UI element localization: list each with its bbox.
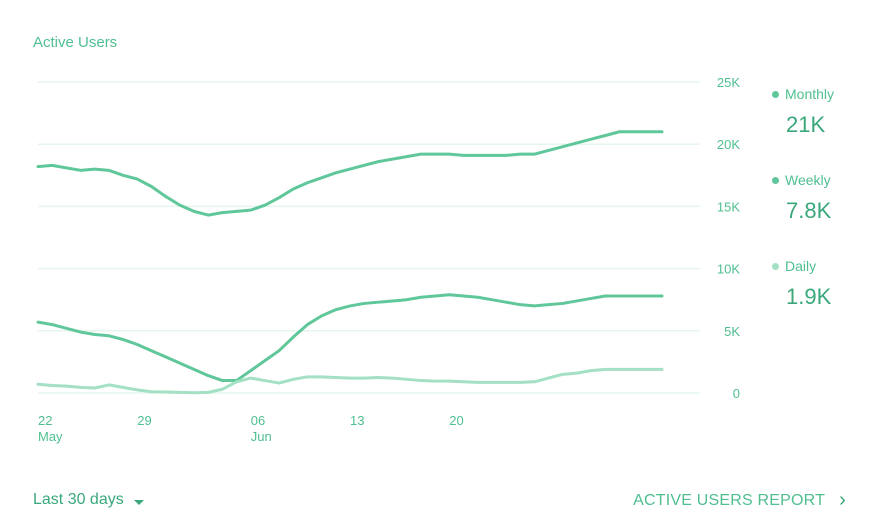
legend-item-weekly[interactable]: Weekly 7.8K xyxy=(772,172,872,258)
legend-label-weekly: Weekly xyxy=(785,172,831,188)
report-link-label: ACTIVE USERS REPORT xyxy=(633,491,826,509)
series-line-daily xyxy=(36,367,664,395)
y-tick-label: 15K xyxy=(717,199,740,214)
series-line-monthly xyxy=(36,130,664,217)
legend-dot-icon xyxy=(772,176,779,184)
y-tick-label: 25K xyxy=(717,75,740,90)
y-tick-label: 20K xyxy=(717,137,740,152)
y-tick-label: 0 xyxy=(733,386,740,401)
x-tick-label: 22 xyxy=(38,413,52,428)
legend-item-monthly[interactable]: Monthly 21K xyxy=(772,86,872,172)
y-tick-label: 5K xyxy=(724,324,740,339)
legend-dot-icon xyxy=(772,90,779,98)
x-tick-sublabel: May xyxy=(38,429,63,444)
x-tick-label: 29 xyxy=(137,413,151,428)
x-tick-label: 06 xyxy=(251,413,265,428)
legend-value-monthly: 21K xyxy=(786,112,826,137)
legend-label-daily: Daily xyxy=(785,258,817,274)
legend-value-weekly: 7.8K xyxy=(786,198,832,223)
x-tick-label: 13 xyxy=(350,413,364,428)
x-tick-label: 20 xyxy=(449,413,463,428)
legend-value-daily: 1.9K xyxy=(786,284,832,309)
card-title: Active Users xyxy=(33,34,118,51)
chevron-right-icon: › xyxy=(839,489,846,511)
active-users-report-link[interactable]: ACTIVE USERS REPORT › xyxy=(633,489,846,512)
series-line-weekly xyxy=(36,293,664,383)
legend-label-monthly: Monthly xyxy=(785,86,835,102)
date-range-dropdown[interactable]: Last 30 days xyxy=(33,491,144,509)
x-tick-sublabel: Jun xyxy=(251,429,272,444)
date-range-label: Last 30 days xyxy=(33,491,124,508)
legend-dot-icon xyxy=(772,262,779,270)
chart-legend: Monthly 21K Weekly 7.8K Daily 1.9K xyxy=(772,86,872,344)
caret-down-icon xyxy=(133,499,144,505)
legend-item-daily[interactable]: Daily 1.9K xyxy=(772,258,872,344)
y-tick-label: 10K xyxy=(717,262,740,277)
